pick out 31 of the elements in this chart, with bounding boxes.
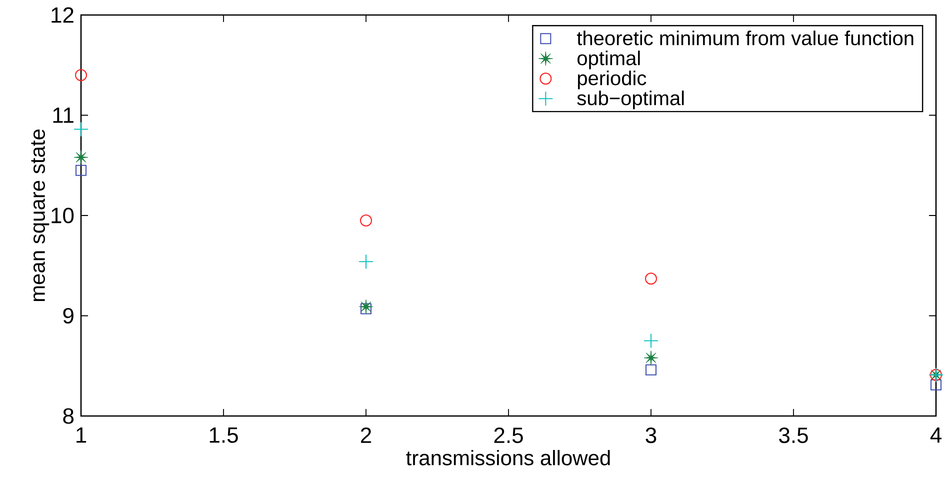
point (358, 254, 374, 270)
point (930, 379, 942, 390)
y-tick-label: 8 (63, 408, 74, 424)
point (646, 364, 656, 376)
x-tick-label: 1.5 (210, 428, 238, 443)
legend-label: theoretic minimum from value function (576, 30, 914, 46)
legend-label: sub−optimal (577, 90, 684, 110)
x-tick-label: 1 (76, 428, 86, 443)
x-axis-title: transmissions allowed (406, 450, 610, 466)
legend-label: periodic (578, 70, 646, 90)
point (645, 272, 658, 285)
x-tick-label: 2.5 (494, 428, 523, 444)
y-tick-label: 10 (52, 208, 74, 224)
point (644, 333, 658, 348)
y-axis-title: mean square state (31, 129, 50, 302)
legend-label: optimal (578, 50, 640, 70)
y-tick-label: 11 (53, 108, 74, 123)
point (360, 303, 372, 314)
x-tick-label: 3 (646, 428, 656, 444)
point (358, 299, 374, 314)
point (360, 214, 372, 227)
x-tick-label: 4 (930, 428, 942, 443)
y-tick-label: 9 (63, 308, 74, 324)
point (76, 164, 87, 176)
x-tick-label: 2 (361, 428, 372, 443)
point (75, 69, 88, 82)
y-tick-label: 12 (52, 7, 74, 23)
point (644, 350, 658, 366)
point (74, 122, 89, 137)
x-tick-label: 3.5 (779, 428, 808, 444)
point (74, 150, 88, 165)
